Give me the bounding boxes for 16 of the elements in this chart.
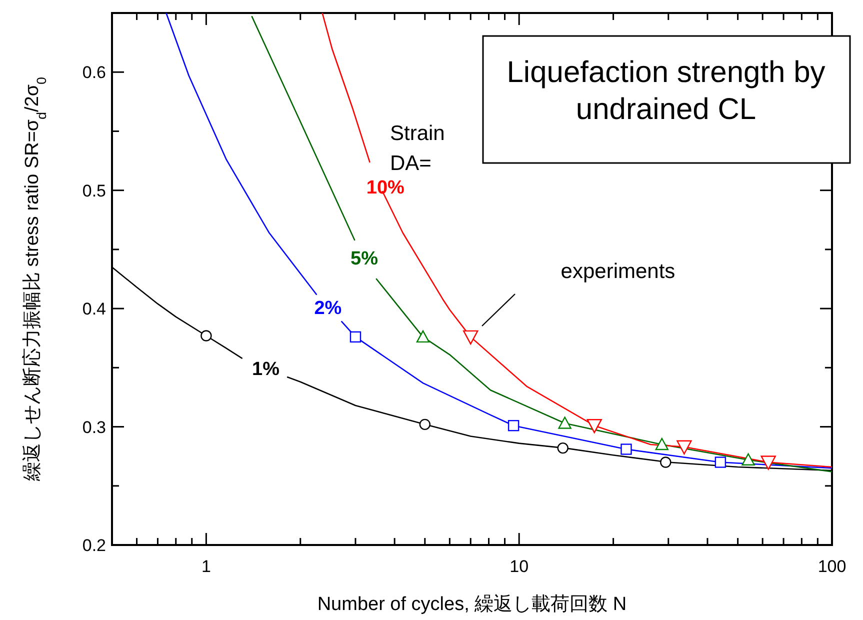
y-tick-label: 0.3 [82,418,106,437]
x-tick-label: 10 [510,557,529,576]
series-label: 5% [350,248,378,270]
series-label: 10% [366,178,405,199]
x-tick-label: 1 [201,557,211,576]
y-tick-label: 0.4 [82,300,106,319]
y-tick-label: 0.2 [82,536,106,555]
series-label: 2% [314,298,342,319]
annotation: Strain DA= [390,122,445,175]
annotation: experiments [560,260,676,283]
title-box: Liquefaction strength by undrained CL [482,35,851,164]
x-tick-label: 100 [818,557,846,576]
y-tick-label: 0.6 [82,63,106,82]
series-label: 1% [252,359,280,380]
y-tick-label: 0.5 [82,181,106,200]
x-axis-title: Number of cycles, 繰返し載荷回数 N [317,594,627,615]
